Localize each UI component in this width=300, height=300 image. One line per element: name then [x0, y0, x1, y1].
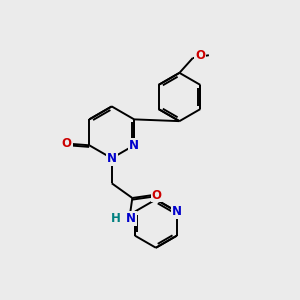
Text: N: N [107, 152, 117, 165]
Text: N: N [172, 205, 182, 218]
Text: H: H [111, 212, 121, 225]
Text: O: O [61, 137, 72, 150]
Text: N: N [126, 212, 136, 225]
Text: O: O [195, 49, 205, 62]
Text: O: O [152, 188, 161, 202]
Text: N: N [129, 139, 139, 152]
